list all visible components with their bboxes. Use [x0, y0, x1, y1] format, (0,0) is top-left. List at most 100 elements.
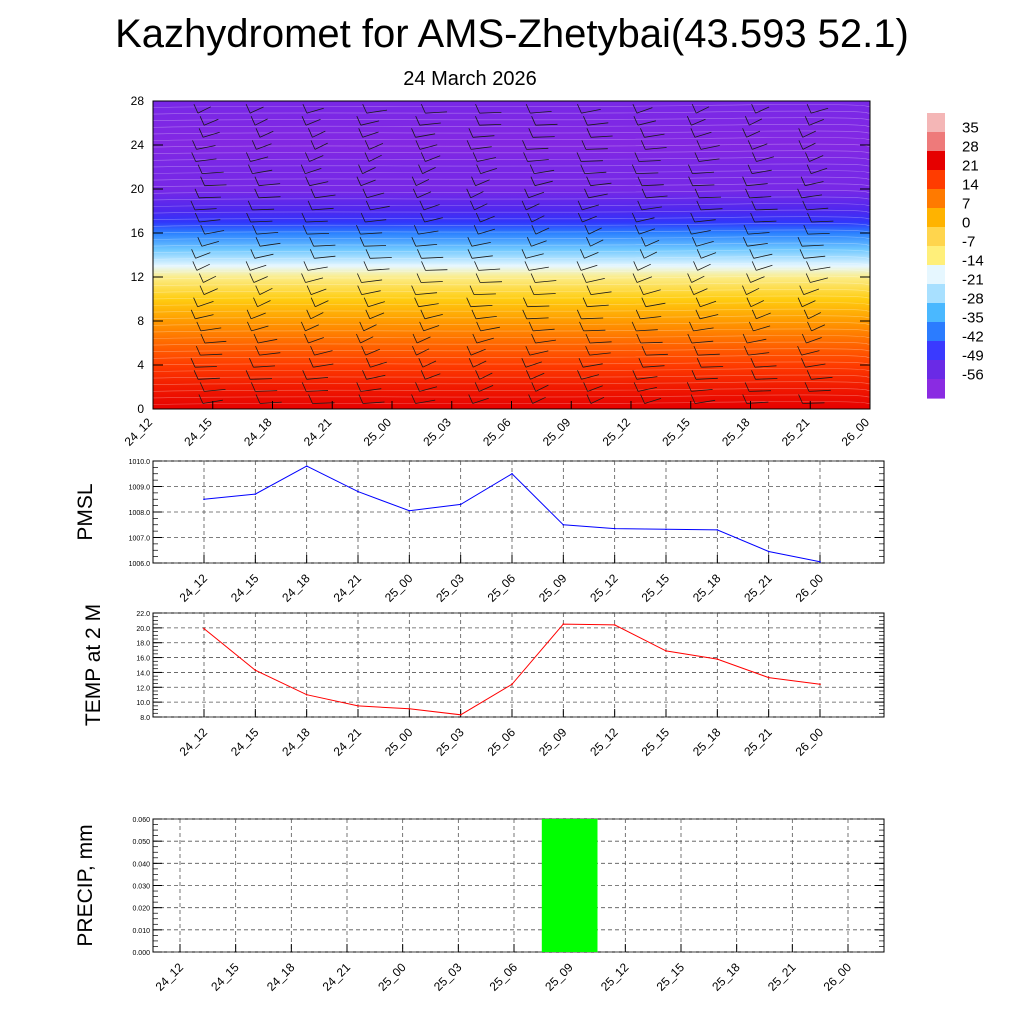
wind-barb-flag [529, 164, 535, 174]
wind-barb [526, 317, 549, 320]
wind-barb [701, 252, 717, 259]
wind-barb-flag [249, 358, 254, 368]
wind-barb-flag [637, 176, 643, 186]
wind-barb-flag [749, 249, 755, 259]
wind-barb [196, 145, 216, 150]
contour-line [152, 190, 871, 194]
wind-barb [747, 243, 768, 247]
wind-barb-flag [193, 103, 199, 114]
wind-barb [530, 111, 552, 114]
pmsl-x-tick-label: 25_09 [536, 571, 570, 605]
precip-x-tick-label: 24_15 [208, 960, 242, 994]
wind-barb-flag [245, 103, 251, 114]
wind-barb [309, 155, 324, 162]
wind-barb-flag [305, 152, 310, 162]
wind-barb-flag [198, 273, 204, 283]
temp-2m-data-point [613, 624, 616, 626]
wind-barb-flag [193, 297, 198, 307]
wind-barb [203, 275, 217, 283]
wind-barb-flag [411, 394, 416, 404]
wind-barb-flag [250, 249, 256, 259]
contour-line [152, 124, 871, 128]
wind-barb-flag [641, 188, 647, 198]
contour-line [152, 328, 871, 333]
wind-barb [195, 314, 214, 320]
precip-x-tick-label: 24_12 [153, 960, 187, 994]
wind-barb-flag [468, 128, 474, 138]
pmsl-y-tick-label: 1006.0 [129, 561, 151, 568]
wind-barb [700, 300, 717, 308]
colorbar-label: -35 [962, 310, 984, 327]
wind-barb [530, 372, 545, 380]
wind-barb [753, 325, 771, 332]
temp-2m-data-point [408, 708, 411, 710]
wind-barb-flag [641, 297, 647, 307]
temp-2m-x-tick-label: 25_00 [382, 725, 416, 759]
wind-barb [256, 232, 279, 235]
wind-barb [195, 252, 211, 259]
wind-barb-flag [743, 224, 749, 235]
wind-barb [478, 228, 496, 235]
wind-barb-flag [638, 358, 644, 368]
wind-barb [644, 398, 662, 404]
wind-barb [258, 183, 281, 187]
wind-barb [642, 365, 665, 368]
wind-barb [474, 203, 488, 211]
wind-barb [305, 220, 328, 223]
wind-barb-flag [417, 249, 422, 259]
wind-barb-flag [742, 333, 748, 344]
heatmap-x-tick-label: 25_12 [600, 415, 634, 449]
wind-barb-flag [197, 164, 203, 174]
wind-barb [306, 390, 329, 392]
heatmap-x-tick-label: 25_03 [420, 415, 454, 449]
wind-barb-flag [692, 237, 697, 247]
wind-barb-flag [531, 382, 537, 392]
pmsl-x-tick-label: 24_18 [279, 571, 313, 605]
wind-barb [254, 253, 274, 259]
precip-y-tick-label: 0.010 [132, 928, 150, 935]
wind-barb [691, 340, 714, 344]
wind-barb-flag [302, 370, 308, 380]
wind-barb-flag [804, 382, 810, 392]
wind-barb [746, 183, 768, 187]
pmsl-x-tick-label: 25_00 [382, 571, 416, 605]
wind-barb [416, 348, 430, 356]
wind-barb-flag [468, 358, 474, 368]
wind-barb [365, 348, 380, 356]
wind-barb-flag [307, 200, 313, 211]
wind-barb [696, 241, 714, 247]
temperature-field [153, 101, 870, 409]
wind-barb [360, 120, 380, 126]
wind-barb [643, 289, 661, 295]
heatmap-y-tick-label: 24 [131, 138, 145, 152]
pmsl-data-point [459, 503, 462, 506]
wind-barb [588, 193, 608, 199]
contour-line [152, 249, 871, 253]
wind-barb-flag [525, 103, 531, 114]
wind-barb [585, 148, 608, 150]
colorbar-label: -28 [962, 291, 984, 308]
wind-barb-flag [688, 176, 693, 186]
pmsl-data-point [357, 490, 359, 493]
wind-barb-flag [195, 345, 201, 356]
temp-2m-data-point [665, 650, 667, 652]
wind-barb-flag [694, 188, 700, 198]
wind-barb-flag [193, 370, 199, 380]
wind-barb [478, 268, 501, 271]
contour-line [152, 289, 871, 293]
wind-barb [590, 135, 613, 138]
wind-barb-flag [310, 140, 316, 150]
wind-barb-flag [797, 188, 802, 198]
heatmap-y-tick-label: 0 [137, 402, 144, 416]
wind-barb [259, 352, 281, 356]
wind-barb [698, 158, 720, 162]
wind-barb-flag [475, 212, 481, 223]
temp-2m-y-axis-label: TEMP at 2 M [82, 604, 105, 726]
pmsl-x-tick-label: 25_12 [587, 571, 621, 605]
wind-barb [645, 302, 666, 308]
wind-barb [747, 232, 770, 235]
wind-barb-flag [639, 285, 644, 295]
wind-barb-flag [633, 261, 639, 271]
wind-barb-flag [750, 212, 755, 223]
wind-barb [747, 338, 767, 344]
